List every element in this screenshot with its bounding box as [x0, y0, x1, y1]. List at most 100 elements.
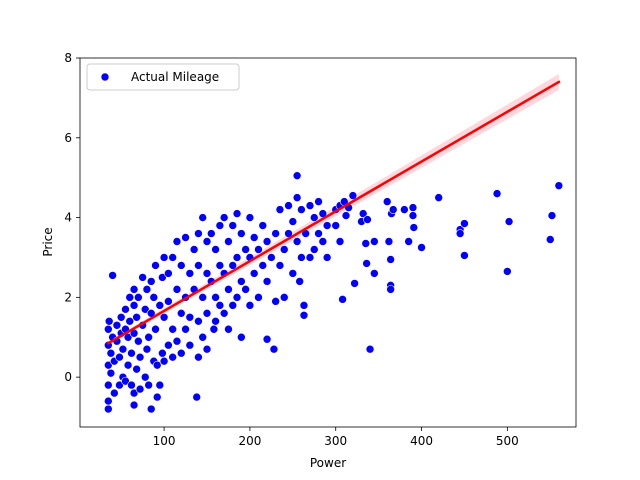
scatter-point [275, 261, 285, 270]
scatter-point [115, 380, 124, 390]
scatter-point [106, 348, 116, 358]
scatter-point [348, 191, 358, 200]
scatter-point [404, 237, 413, 246]
scatter-point [288, 269, 298, 278]
x-tick-label: 400 [410, 434, 433, 448]
scatter-point [331, 221, 341, 230]
scatter-point [104, 404, 113, 414]
scatter-point [363, 215, 372, 224]
scatter-point [335, 237, 345, 246]
scatter-point [305, 201, 315, 210]
scatter-point [322, 253, 332, 262]
scatter-point [292, 193, 302, 202]
scatter-point [164, 269, 173, 278]
plot-frame [79, 57, 577, 428]
regression-line [106, 80, 561, 345]
scatter-point [215, 221, 225, 230]
scatter-point [202, 344, 212, 354]
scatter-point [386, 255, 395, 264]
scatter-point [245, 301, 255, 310]
scatter-point [192, 392, 202, 402]
scatter-point [206, 229, 216, 238]
scatter-point [322, 221, 332, 230]
y-tick-label: 8 [64, 51, 72, 65]
scatter-point [159, 253, 169, 262]
scatter-point [408, 211, 418, 220]
scatter-point [434, 193, 444, 202]
scatter-point [152, 392, 162, 402]
scatter-point [288, 217, 298, 226]
scatter-point [232, 253, 242, 262]
scatter-point [176, 261, 186, 270]
scatter-point [144, 332, 153, 342]
scatter-point [215, 301, 225, 310]
scatter-point [309, 245, 319, 254]
scatter-point [135, 384, 145, 394]
scatter-point [129, 285, 139, 294]
scatter-point [127, 348, 136, 358]
scatter-point [228, 261, 238, 270]
scatter-point [295, 277, 304, 286]
legend-box [86, 63, 240, 91]
scatter-point [198, 293, 208, 302]
scatter-point [382, 197, 392, 206]
scatter-point [504, 217, 514, 226]
scatter-point [460, 219, 469, 228]
scatter-point [224, 285, 233, 294]
scatter-point [125, 293, 135, 302]
scatter-point [185, 269, 195, 278]
scatter-point [115, 352, 124, 362]
scatter-point [299, 310, 309, 320]
scatter-point [116, 312, 126, 322]
scatter-point [158, 348, 167, 358]
scatter-point [388, 205, 398, 214]
scatter-point [152, 360, 162, 370]
scatter-point [297, 253, 306, 262]
scatter-point [309, 213, 319, 222]
scatter-point [215, 261, 225, 270]
scatter-point [400, 205, 409, 214]
scatter-point [202, 309, 212, 318]
scatter-points-layer [104, 171, 564, 414]
scatter-point [189, 245, 199, 254]
y-tick-label: 6 [64, 131, 72, 145]
scatter-point [249, 269, 259, 278]
y-axis-label: Price [41, 227, 55, 256]
scatter-point [292, 171, 302, 180]
scatter-point [110, 388, 119, 398]
scatter-point [305, 253, 315, 262]
scatter-point [292, 237, 302, 246]
scatter-point [159, 356, 169, 366]
scatter-point [279, 293, 289, 302]
scatter-point [151, 324, 160, 334]
scatter-point [118, 344, 128, 354]
scatter-point [228, 301, 238, 310]
scatter-point [181, 324, 190, 334]
scatter-point [554, 181, 564, 190]
scatter-point [299, 301, 309, 310]
scatter-point [172, 336, 182, 346]
scatter-point [144, 380, 153, 390]
y-tick-label: 0 [64, 370, 72, 384]
scatter-point [237, 277, 246, 286]
scatter-point [142, 344, 152, 354]
scatter-point [168, 253, 177, 262]
scatter-point [155, 301, 165, 310]
scatter-point [146, 404, 156, 414]
scatter-point [202, 237, 212, 246]
scatter-point [198, 213, 208, 222]
scatter-point [267, 253, 276, 262]
scatter-point [132, 364, 141, 374]
scatter-point [258, 221, 268, 230]
scatter-point [279, 245, 289, 254]
scatter-point [129, 400, 139, 410]
scatter-point [123, 360, 133, 370]
scatter-point [254, 245, 263, 254]
scatter-point [140, 305, 150, 314]
scatter-point [123, 332, 133, 342]
scatter-point [146, 277, 156, 286]
scatter-point [176, 309, 186, 318]
scatter-point [361, 239, 371, 248]
scatter-point [108, 271, 117, 280]
scatter-point [112, 320, 122, 330]
